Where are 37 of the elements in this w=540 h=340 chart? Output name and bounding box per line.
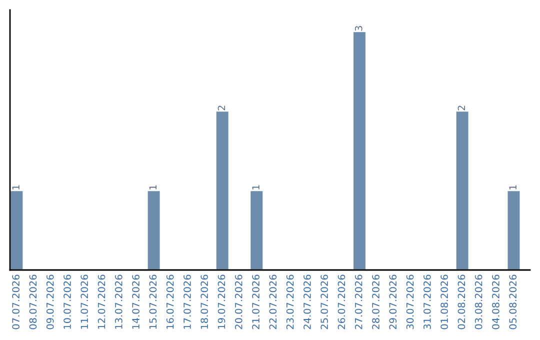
x-tick-label: 01.08.2026 <box>440 274 448 330</box>
x-tick-label: 31.07.2026 <box>423 274 431 330</box>
x-tick-label: 07.07.2026 <box>12 274 20 330</box>
x-tick-label: 17.07.2026 <box>184 274 191 329</box>
x-tick-label: 05.08.2026 <box>509 274 517 330</box>
x-tick-label: 21.07.2026 <box>252 274 260 330</box>
x-tick-label: 11.07.2026 <box>80 274 88 329</box>
data-label: 3 <box>354 26 362 31</box>
x-tick-label: 23.07.2026 <box>286 274 294 330</box>
x-tick-label: 30.07.2026 <box>406 274 414 330</box>
x-tick-label: 09.07.2026 <box>46 274 54 330</box>
x-tick-label: 02.08.2026 <box>458 274 466 330</box>
x-tick-label: 25.07.2026 <box>320 274 328 330</box>
x-tick-label: 26.07.2026 <box>338 274 346 330</box>
x-tick-label: 15.07.2026 <box>149 274 157 329</box>
data-label: 2 <box>218 106 226 110</box>
data-label: 1 <box>252 185 260 190</box>
x-tick-label: 24.07.2026 <box>304 274 311 330</box>
x-tick-label: 13.07.2026 <box>114 274 122 329</box>
x-tick-label: 14.07.2026 <box>132 274 140 329</box>
x-tick-label: 29.07.2026 <box>389 274 397 330</box>
data-label: 1 <box>12 185 20 190</box>
data-label: 2 <box>458 106 465 110</box>
x-tick-label: 28.07.2026 <box>372 274 380 330</box>
x-tick-label: 19.07.2026 <box>218 274 226 329</box>
x-tick-label: 08.07.2026 <box>29 274 37 330</box>
x-tick-label: 22.07.2026 <box>269 274 277 330</box>
x-tick-label: 10.07.2026 <box>64 274 71 329</box>
x-tick-label: 27.07.2026 <box>354 274 362 330</box>
data-label: 1 <box>149 185 156 190</box>
x-tick-label: 16.07.2026 <box>166 274 174 329</box>
x-tick-label: 03.08.2026 <box>474 274 482 330</box>
data-label: 1 <box>509 185 516 190</box>
x-tick-label: 04.08.2026 <box>492 274 500 330</box>
x-tick-label: 20.07.2026 <box>234 274 242 330</box>
x-tick-label: 18.07.2026 <box>200 274 208 329</box>
x-tick-label: 12.07.2026 <box>98 274 106 329</box>
